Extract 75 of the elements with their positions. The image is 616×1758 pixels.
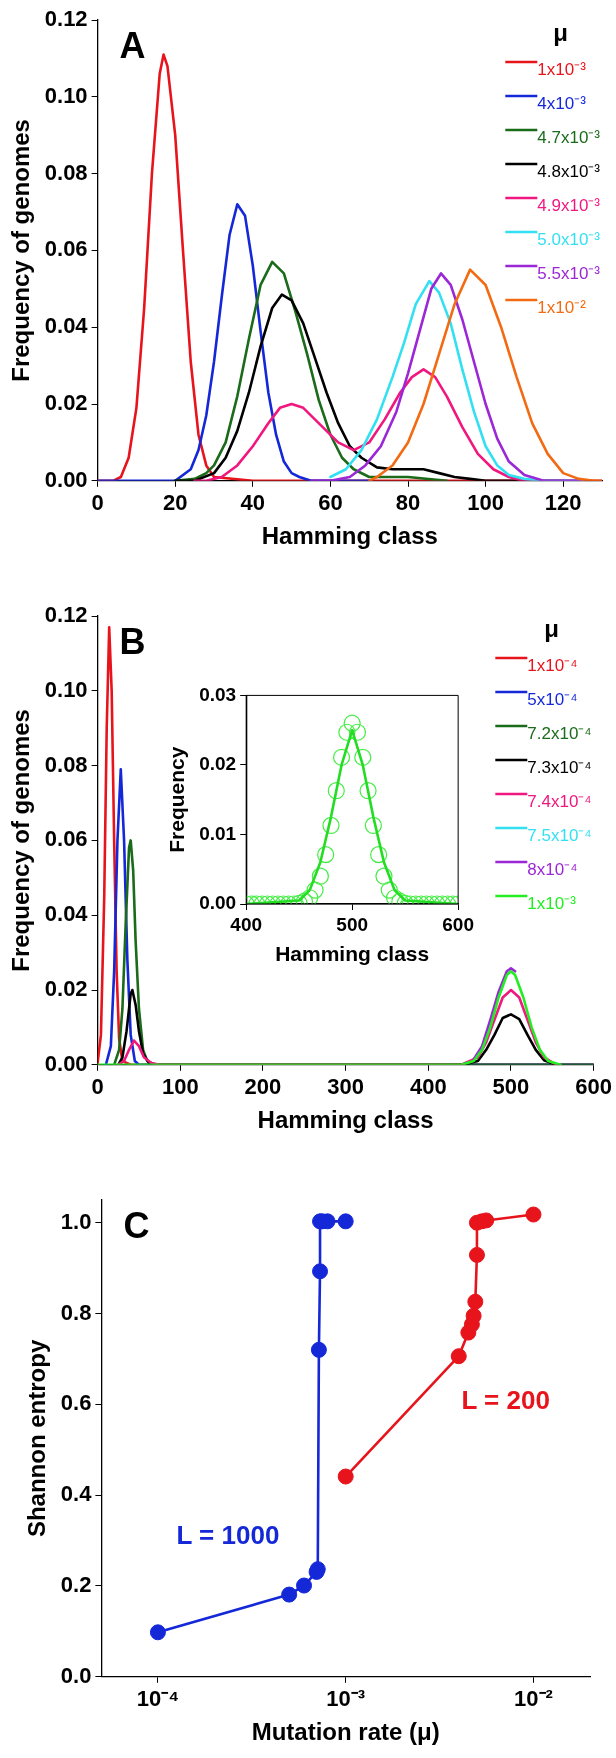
x-axis-title: Hamming class	[257, 1106, 434, 1134]
y-tick-label: 0.04	[44, 901, 89, 927]
x-tick-label: 600	[575, 1074, 613, 1100]
legend-label: 1x10⁻³	[527, 893, 577, 913]
y-tick-label: 0.00	[44, 1050, 88, 1076]
x-tick-label: 300	[327, 1074, 364, 1100]
y-tick-label: 0.02	[44, 390, 88, 416]
y-tick-label: 0.10	[44, 676, 88, 702]
chart-title: B	[119, 620, 146, 662]
y-tick-label: 0.04	[44, 313, 89, 339]
x-tick-label: 120	[544, 490, 582, 516]
legend-label: 8x10⁻⁴	[527, 859, 578, 879]
x-tick-label: 0	[91, 490, 104, 516]
y-tick-label: 0.12	[44, 6, 88, 32]
x-tick-label: 400	[409, 1074, 447, 1100]
x-tick-label: 0	[91, 1074, 104, 1100]
y-tick-label: 1.0	[60, 1208, 92, 1234]
x-tick-label: 10⁻⁴	[136, 1686, 180, 1712]
y-tick-label: 0.02	[199, 753, 237, 775]
y-axis-title: Frequency of genomes	[7, 119, 35, 382]
y-tick-label: 0.00	[44, 466, 88, 492]
legend-title: μ	[553, 18, 568, 46]
y-tick-label: 0.4	[60, 1481, 93, 1507]
legend-label: 7.4x10⁻⁴	[527, 791, 592, 811]
y-tick-label: 0.06	[44, 236, 88, 262]
y-tick-label: 0.12	[44, 602, 88, 628]
legend-title: μ	[544, 614, 559, 642]
legend-label: 7.3x10⁻⁴	[527, 757, 592, 777]
x-tick-label: 200	[244, 1074, 282, 1100]
y-tick-label: 0.02	[44, 976, 88, 1002]
x-axis-title: Hamming class	[275, 942, 430, 966]
legend-label: 5x10⁻⁴	[527, 689, 578, 709]
y-tick-label: 0.0	[60, 1662, 92, 1688]
x-tick-label: 60	[318, 490, 343, 516]
legend-label: 1x10⁻⁴	[527, 655, 578, 675]
chart-title: C	[123, 1204, 150, 1246]
legend-label: 4.8x10⁻³	[537, 161, 601, 181]
y-tick-label: 0.2	[60, 1572, 92, 1598]
legend-label: 1x10⁻²	[537, 297, 587, 317]
y-tick-label: 0.01	[199, 822, 237, 844]
x-axis-title: Hamming class	[261, 522, 438, 550]
series-label: L = 200	[461, 1384, 550, 1415]
x-tick-label: 400	[230, 913, 263, 935]
legend-label: 4.7x10⁻³	[537, 127, 601, 147]
legend-label: 5.0x10⁻³	[537, 229, 601, 249]
y-axis-title: Frequency of genomes	[7, 709, 35, 972]
y-tick-label: 0.06	[44, 826, 88, 852]
y-tick-label: 0.6	[60, 1390, 92, 1416]
legend-label: 7.5x10⁻⁴	[527, 825, 592, 845]
chart-title: A	[119, 24, 146, 66]
legend-label: 7.2x10⁻⁴	[527, 723, 592, 743]
x-tick-label: 100	[161, 1074, 199, 1100]
y-tick-label: 0.08	[44, 751, 88, 777]
legend-label: 4x10⁻³	[537, 93, 587, 113]
y-tick-label: 0.08	[44, 159, 88, 185]
y-axis-title: Frequency	[165, 746, 189, 853]
legend-label: 1x10⁻³	[537, 59, 587, 79]
legend-label: 5.5x10⁻³	[537, 263, 601, 283]
x-tick-label: 500	[336, 913, 369, 935]
x-tick-label: 500	[492, 1074, 530, 1100]
x-tick-label: 100	[467, 490, 504, 516]
x-tick-label: 40	[240, 490, 266, 516]
y-tick-label: 0.00	[199, 892, 237, 914]
x-tick-label: 20	[162, 490, 188, 516]
x-tick-label: 600	[442, 913, 474, 935]
x-axis-title: Mutation rate (μ)	[251, 1718, 440, 1746]
y-tick-label: 0.03	[199, 683, 237, 705]
y-axis-title: Shannon entropy	[23, 1339, 51, 1538]
legend-label: 4.9x10⁻³	[537, 195, 601, 215]
y-tick-label: 0.8	[60, 1299, 92, 1325]
x-tick-label: 10⁻²	[514, 1686, 553, 1712]
series-label: L = 1000	[176, 1520, 280, 1551]
y-tick-label: 0.10	[44, 82, 88, 108]
x-tick-label: 10⁻³	[326, 1686, 366, 1712]
x-tick-label: 80	[395, 490, 421, 516]
